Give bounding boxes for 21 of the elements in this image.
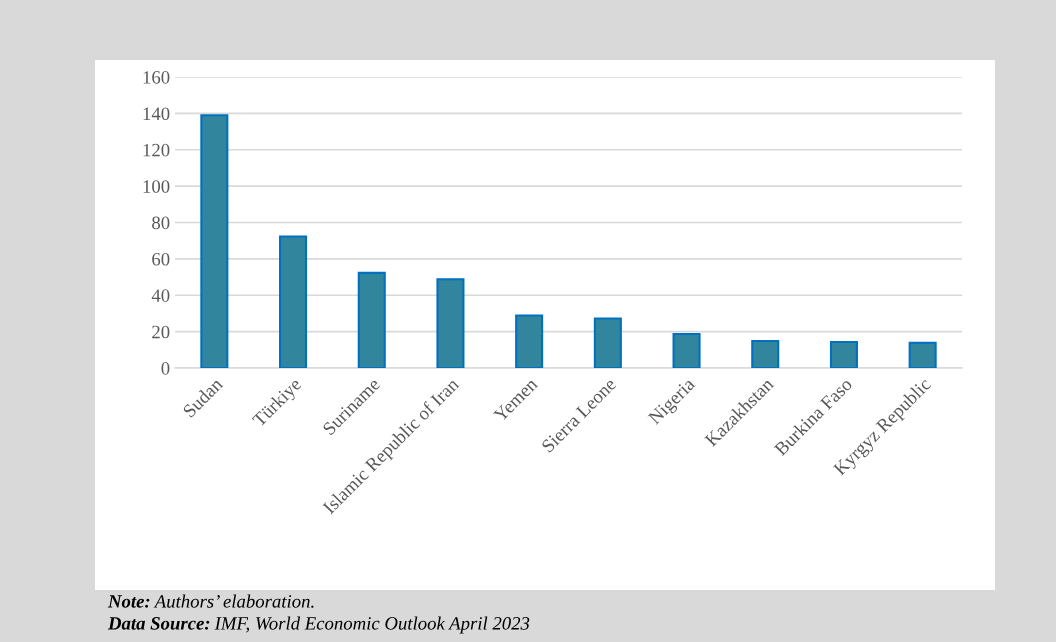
bar [436,278,465,368]
bar [357,271,386,368]
bar [829,340,858,368]
y-tick-label: 160 [143,71,170,84]
y-tick-label: 20 [152,325,170,339]
y-tick-label: 140 [143,107,170,121]
bar [751,340,780,368]
y-tick-label: 60 [152,252,170,266]
bar [593,317,622,368]
y-tick-label: 80 [152,216,170,230]
bar [279,235,308,368]
bar [200,114,229,368]
bar [515,314,544,368]
y-tick-label: 0 [161,362,170,375]
y-tick-label: 120 [143,143,170,157]
text: Note: Authors’ elaboration. [107,594,314,608]
y-tick-label: 40 [151,289,170,302]
y-tick-label: 100 [143,180,170,193]
source-note: Data Source: IMF, World Economic Outlook April 2023 [107,616,530,634]
bar [908,341,937,368]
bar [672,332,701,368]
